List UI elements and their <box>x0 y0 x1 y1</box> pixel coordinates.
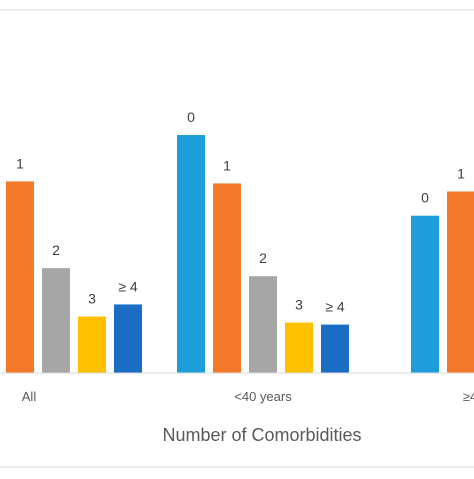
bar-2-0 <box>411 215 439 373</box>
bar-label-0-1: 1 <box>16 155 24 171</box>
bar-1-0 <box>177 135 205 373</box>
x-tick-label-2: ≥4 <box>463 389 474 404</box>
bar-1-4 <box>321 324 349 373</box>
bar-1-3 <box>285 322 313 373</box>
bar-2-1 <box>447 191 474 373</box>
bar-1-1 <box>213 183 241 373</box>
bar-label-1-1: 1 <box>223 157 231 173</box>
x-axis-title: Number of Comorbidities <box>162 425 361 445</box>
bar-0-2 <box>42 268 70 373</box>
bar-label-1-2: 2 <box>259 250 267 266</box>
bar-0-4 <box>114 304 142 373</box>
bar-label-0-4: ≥ 4 <box>118 278 138 294</box>
x-tick-label-1: <40 years <box>234 389 292 404</box>
bar-label-1-0: 0 <box>187 109 195 125</box>
bar-0-1 <box>6 181 34 373</box>
bar-label-2-0: 0 <box>421 190 429 206</box>
bar-label-1-4: ≥ 4 <box>325 299 345 315</box>
bars-layer: 1 2 3 ≥ 4 0 1 2 3 ≥ 4 0 1 <box>6 109 474 373</box>
bar-1-2 <box>249 276 277 373</box>
bar-0-3 <box>78 316 106 373</box>
bar-label-1-3: 3 <box>295 297 303 313</box>
bar-label-0-3: 3 <box>88 291 96 307</box>
x-tick-labels: All <40 years ≥4 <box>22 389 474 404</box>
bar-label-0-2: 2 <box>52 242 60 258</box>
bar-label-2-1: 1 <box>457 166 465 182</box>
x-tick-label-0: All <box>22 389 37 404</box>
